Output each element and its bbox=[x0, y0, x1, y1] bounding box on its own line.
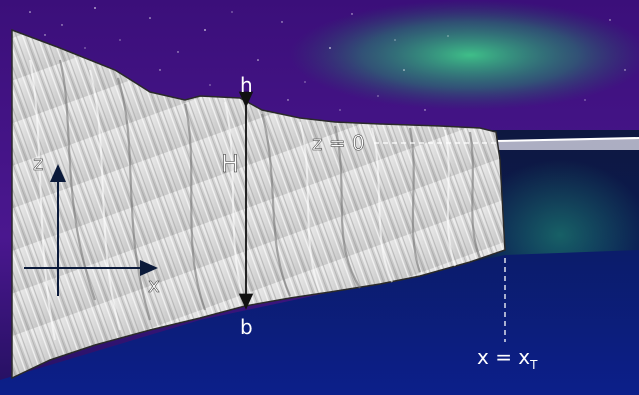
ice-shadows bbox=[58, 59, 482, 321]
label-H: H bbox=[221, 150, 239, 178]
ice-shelf bbox=[11, 28, 506, 380]
aurora-glow bbox=[290, 0, 639, 110]
label-axis-x: x bbox=[148, 273, 160, 297]
label-xT-sub: T bbox=[529, 358, 538, 372]
label-xT: x = xT bbox=[477, 345, 538, 372]
label-axis-z: z bbox=[33, 151, 44, 175]
distant-ice-highlight bbox=[494, 137, 639, 142]
ice-highlights bbox=[29, 59, 456, 341]
ocean bbox=[0, 250, 639, 395]
label-z0: z = 0 bbox=[312, 131, 365, 155]
label-xT-main: x = x bbox=[477, 345, 530, 369]
label-h: h bbox=[240, 73, 253, 97]
label-b: b bbox=[240, 315, 253, 339]
stars bbox=[29, 7, 626, 111]
